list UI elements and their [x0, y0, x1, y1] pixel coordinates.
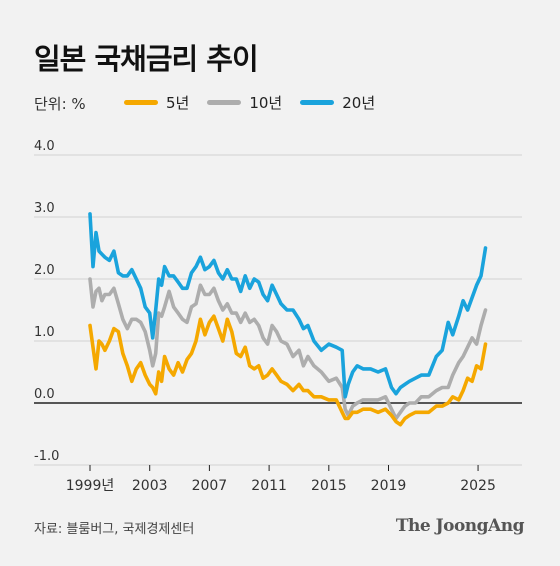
legend-swatch-5y — [124, 100, 158, 105]
x-tick-label: 2025 — [460, 478, 496, 494]
legend-swatch-10y — [207, 100, 242, 105]
y-tick-label: -1.0 — [34, 449, 59, 464]
legend-item-10y: 10년 — [207, 92, 282, 113]
unit-label: 단위: % — [34, 95, 86, 113]
x-tick-label: 1999년 — [66, 478, 115, 494]
legend-swatch-20y — [300, 100, 335, 105]
legend: 5년 10년 20년 — [124, 92, 375, 113]
legend-label-5y: 5년 — [166, 94, 190, 112]
y-tick-label: 4.0 — [34, 139, 55, 154]
x-tick-label: 2003 — [132, 478, 168, 494]
y-tick-label: 1.0 — [34, 325, 55, 340]
source-note: 자료: 블룸버그, 국제경제센터 — [34, 522, 195, 537]
legend-item-5y: 5년 — [124, 92, 189, 113]
y-tick-label: 2.0 — [34, 263, 55, 278]
x-tick-label: 2015 — [311, 478, 347, 494]
x-tick-label: 2007 — [192, 478, 228, 494]
series-line-20y — [88, 212, 488, 399]
x-tick-label: 2011 — [251, 478, 287, 494]
legend-label-20y: 20년 — [342, 94, 376, 112]
series-line-10y — [88, 277, 488, 421]
y-tick-label: 0.0 — [34, 387, 55, 402]
x-tick-label: 2019 — [371, 478, 407, 494]
legend-label-10y: 10년 — [249, 94, 283, 112]
page-title: 일본 국채금리 추이 — [34, 42, 259, 76]
brand-logo: The JoongAng — [395, 516, 525, 536]
series-line-5y — [88, 314, 488, 427]
legend-item-20y: 20년 — [300, 92, 375, 113]
y-tick-label: 3.0 — [34, 201, 55, 216]
